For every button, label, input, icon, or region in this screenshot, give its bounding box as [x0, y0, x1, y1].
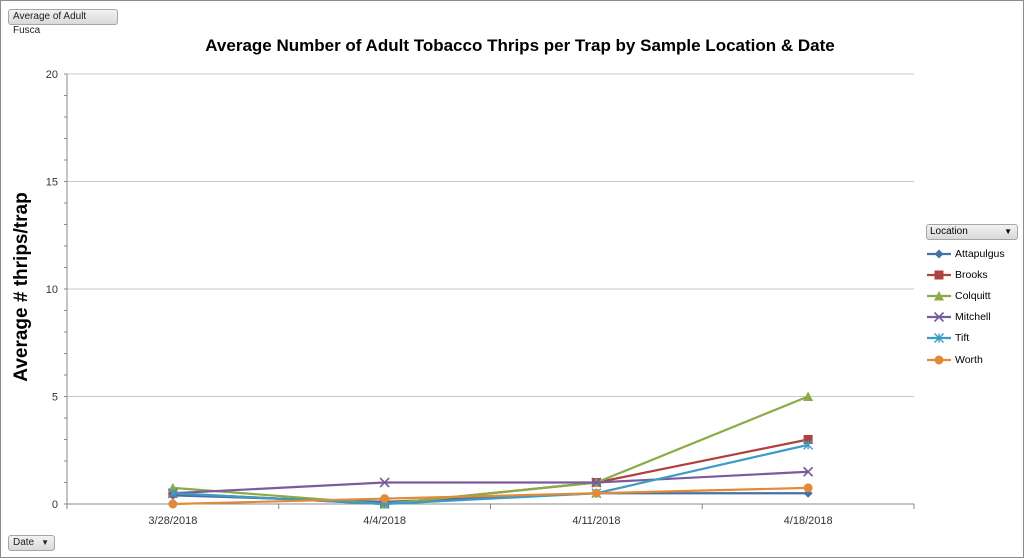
data-point-worth	[380, 494, 390, 504]
marker-stroke	[379, 477, 390, 488]
x-tick-label: 4/4/2018	[363, 515, 406, 527]
legend-item-mitchell: Mitchell	[926, 307, 1018, 328]
series-line-mitchell	[172, 470, 809, 495]
value-field-button[interactable]: Average of Adult Fusca	[8, 9, 118, 36]
legend-item-tift: Tift	[926, 328, 1018, 349]
x-tick-label: 4/18/2018	[784, 515, 833, 527]
legend-swatch-marker	[933, 312, 945, 323]
legend-swatch	[927, 355, 951, 365]
chart-title: Average Number of Adult Tobacco Thrips p…	[205, 36, 835, 55]
legend: Location ▼ Attapulgus Brooks Colquitt Mitch…	[926, 224, 1018, 370]
legend-item-worth: Worth	[926, 349, 1018, 370]
chevron-down-icon[interactable]: ▼	[1004, 227, 1012, 236]
y-tick-label: 10	[46, 284, 58, 296]
legend-item-brooks: Brooks	[926, 264, 1018, 285]
x-tick-label: 3/28/2018	[148, 515, 197, 527]
data-point-worth	[168, 499, 178, 509]
y-tick-label: 0	[52, 499, 58, 511]
series-line-tift	[172, 443, 809, 506]
legend-swatch	[927, 290, 951, 301]
legend-label: Brooks	[955, 268, 988, 281]
legend-swatch-marker	[934, 333, 944, 344]
marker-stroke	[933, 312, 945, 323]
legend-label: Colquitt	[955, 289, 991, 302]
axis-field-button[interactable]: Date ▼	[8, 535, 55, 551]
legend-item-attapulgus: Attapulgus	[926, 243, 1018, 264]
legend-swatch	[927, 270, 951, 280]
legend-swatch	[927, 312, 951, 323]
data-point-mitchell	[379, 477, 390, 488]
legend-label: Mitchell	[955, 311, 991, 324]
x-tick-label: 4/11/2018	[572, 515, 620, 527]
legend-label: Worth	[955, 353, 983, 366]
legend-field-label: Location	[930, 226, 968, 237]
legend-label: Tift	[955, 332, 970, 345]
data-point-mitchell	[591, 477, 602, 488]
data-point-colquitt	[803, 391, 814, 401]
legend-swatch	[927, 249, 951, 259]
legend-swatch-marker	[934, 355, 944, 365]
marker-stroke	[591, 477, 602, 488]
series-line-worth	[172, 486, 809, 506]
chevron-down-icon[interactable]: ▼	[41, 538, 49, 547]
series-line-colquitt	[172, 395, 809, 506]
y-tick-label: 15	[46, 177, 58, 189]
y-tick-label: 5	[52, 392, 58, 404]
data-point-tift	[167, 488, 178, 499]
series-tift	[167, 439, 814, 509]
marker-stroke	[803, 466, 814, 477]
legend-swatch-marker	[934, 249, 944, 259]
axis-field-label: Date	[13, 537, 35, 548]
y-tick-label: 20	[46, 69, 58, 81]
data-point-brooks	[803, 435, 813, 444]
data-point-worth	[591, 488, 601, 498]
legend-swatch-marker	[934, 270, 944, 280]
data-point-worth	[803, 483, 813, 493]
legend-swatch-marker	[934, 290, 944, 301]
data-point-tift	[803, 439, 814, 450]
legend-swatch	[927, 333, 951, 344]
legend-items: Attapulgus Brooks Colquitt Mitchell Tift Wort…	[926, 243, 1018, 370]
data-point-mitchell	[803, 466, 814, 477]
legend-label: Attapulgus	[955, 247, 1005, 260]
series-worth	[168, 483, 813, 509]
legend-item-colquitt: Colquitt	[926, 285, 1018, 306]
legend-field-button[interactable]: Location ▼	[926, 224, 1018, 240]
